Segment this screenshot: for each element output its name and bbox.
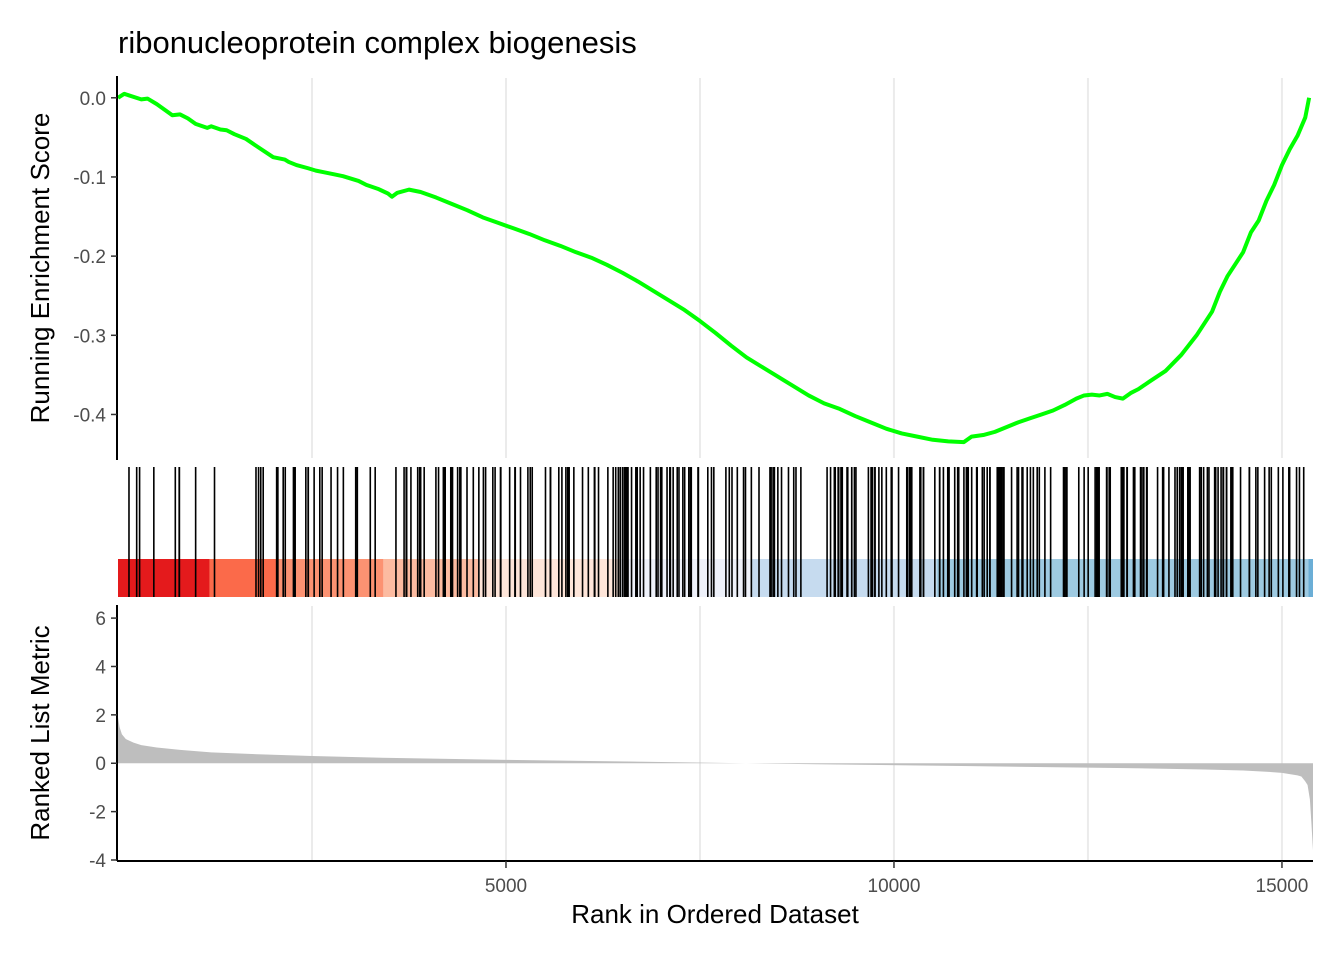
tick-marks: 0.0 -0.1 -0.2 -0.3 -0.4 6 4 2 0 -2 -4 5000 10000 1500… — [73, 89, 1308, 897]
y-tick-label-top: -0.2 — [73, 247, 106, 268]
y-tick-label-top: -0.1 — [73, 168, 106, 189]
x-tick-label: 10000 — [868, 876, 921, 897]
x-tick-label: 5000 — [485, 876, 527, 897]
y-tick-label-top: 0.0 — [80, 89, 106, 110]
running-score-line — [116, 91, 1312, 445]
y-tick-label-bottom: -4 — [89, 851, 106, 872]
ranked-metric-gridlines — [310, 606, 1283, 860]
y-tick-label-top: -0.3 — [73, 326, 106, 347]
x-axis-title: Rank in Ordered Dataset — [571, 899, 859, 929]
heat-band-segment — [383, 559, 479, 597]
running-score-line-group — [116, 91, 1312, 445]
hit-marks — [128, 467, 1305, 597]
y-tick-label-bottom: 0 — [95, 754, 106, 775]
ranked-metric-area — [118, 717, 1313, 851]
running-score-axis-title: Running Enrichment Score — [25, 113, 55, 424]
heat-band-segment — [209, 559, 278, 597]
heat-band-segment — [478, 559, 621, 597]
y-tick-label-bottom: 4 — [95, 657, 106, 678]
y-tick-label-top: -0.4 — [73, 405, 106, 426]
axes — [116, 76, 1313, 862]
heat-band-segment — [751, 559, 937, 597]
running-score-gridlines — [310, 78, 1283, 458]
heat-band-segment — [1308, 559, 1313, 597]
ranked-metric-area-group — [118, 717, 1313, 851]
y-tick-label-bottom: -2 — [89, 803, 106, 824]
heat-band-segment — [118, 559, 210, 597]
y-tick-label-bottom: 2 — [95, 706, 106, 727]
y-tick-label-bottom: 6 — [95, 609, 106, 630]
chart-title: ribonucleoprotein complex biogenesis — [118, 25, 637, 60]
ranked-metric-axis-title: Ranked List Metric — [25, 625, 55, 840]
x-tick-label: 15000 — [1256, 876, 1309, 897]
